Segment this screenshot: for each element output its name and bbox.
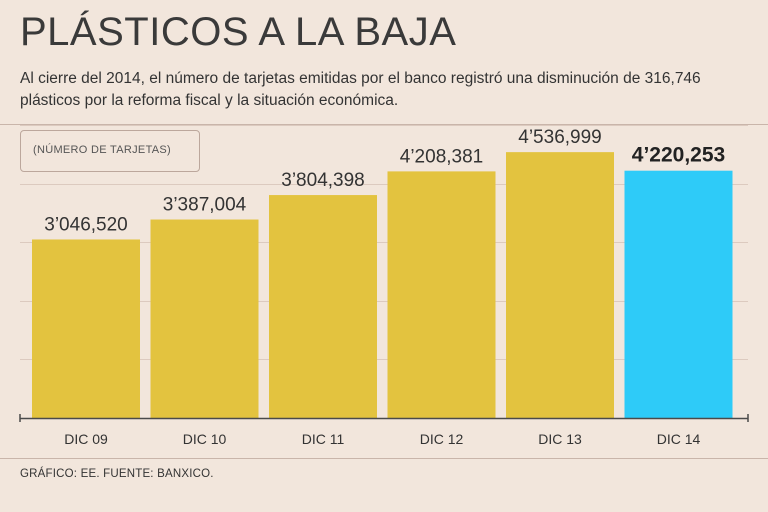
bar <box>269 195 377 418</box>
category-label: DIC 14 <box>657 431 701 447</box>
category-label: DIC 11 <box>302 431 345 447</box>
top-divider <box>0 124 768 125</box>
data-label: 3’387,004 <box>163 195 247 216</box>
bar <box>150 219 259 418</box>
data-label: 4’208,381 <box>400 146 483 167</box>
bar <box>387 171 496 418</box>
category-label: DIC 09 <box>64 431 108 447</box>
category-label: DIC 12 <box>420 431 464 447</box>
data-label: 4’220,253 <box>632 144 725 167</box>
highlighted-bar <box>624 170 733 418</box>
category-label: DIC 10 <box>183 431 227 447</box>
chart-subtitle: Al cierre del 2014, el número de tarjeta… <box>20 70 701 109</box>
bar <box>506 152 614 419</box>
source-note: GRÁFICO: EE. FUENTE: BANXICO. <box>20 468 214 480</box>
page-title: PLÁSTICOS A LA BAJA <box>20 10 457 54</box>
bottom-divider <box>0 458 768 459</box>
data-label: 3’804,398 <box>281 170 364 191</box>
data-label: 4’536,999 <box>518 127 601 148</box>
category-label: DIC 13 <box>538 431 582 447</box>
bar <box>32 239 140 418</box>
unit-label: (NÚMERO DE TARJETAS) <box>20 130 200 172</box>
data-label: 3’046,520 <box>44 214 127 235</box>
